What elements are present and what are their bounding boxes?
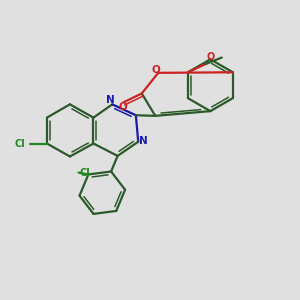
Text: O: O	[118, 102, 127, 112]
Text: Cl: Cl	[15, 139, 26, 148]
Text: Cl: Cl	[80, 168, 91, 178]
Text: O: O	[207, 52, 215, 62]
Text: N: N	[139, 136, 148, 146]
Text: N: N	[106, 95, 115, 105]
Text: O: O	[152, 65, 160, 76]
